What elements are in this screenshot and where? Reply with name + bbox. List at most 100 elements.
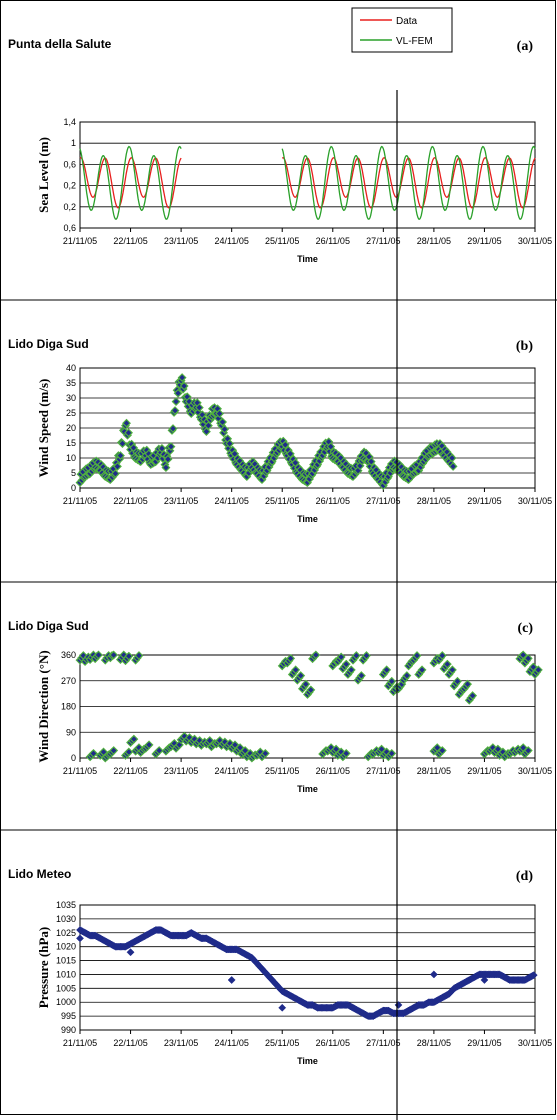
panel-title: Lido Diga Sud — [8, 337, 89, 351]
legend-box — [351, 7, 453, 53]
y-tick-label: 5 — [71, 468, 76, 478]
plot-frame — [79, 367, 536, 489]
data-point — [109, 650, 119, 660]
x-axis-label: Time — [297, 1056, 318, 1066]
x-tick-label: 22/11/05 — [113, 766, 147, 776]
x-tick-label: 21/11/05 — [63, 236, 97, 246]
x-tick-label: 23/11/05 — [164, 1038, 198, 1048]
data-point — [452, 676, 462, 686]
y-tick-label: 20 — [66, 423, 76, 433]
x-tick-label: 26/11/05 — [316, 1038, 350, 1048]
x-tick-label: 28/11/05 — [417, 1038, 451, 1048]
data-point — [412, 651, 422, 661]
x-tick-label: 26/11/05 — [316, 766, 350, 776]
series-line-vlfem — [281, 145, 536, 220]
y-axis-label: Pressure (hPa) — [36, 927, 51, 1008]
x-tick-label: 30/11/05 — [518, 1038, 552, 1048]
data-point — [387, 748, 397, 758]
outlier-point — [76, 934, 84, 943]
data-point — [173, 388, 183, 398]
data-point — [533, 665, 543, 675]
panel-label: (b) — [516, 339, 533, 354]
x-tick-label: 24/11/05 — [214, 496, 248, 506]
data-point — [382, 665, 392, 675]
y-tick-label: 1000 — [56, 997, 76, 1007]
x-tick-label: 23/11/05 — [164, 236, 198, 246]
x-tick-label: 27/11/05 — [366, 766, 400, 776]
x-axis-label: Time — [297, 514, 318, 524]
x-tick-label: 22/11/05 — [113, 496, 147, 506]
data-point — [144, 740, 154, 750]
x-tick-label: 27/11/05 — [366, 1038, 400, 1048]
x-tick-label: 24/11/05 — [214, 236, 248, 246]
data-point — [220, 424, 230, 434]
data-point — [203, 421, 213, 431]
x-tick-label: 30/11/05 — [518, 766, 552, 776]
data-point — [94, 650, 103, 660]
x-tick-label: 28/11/05 — [417, 496, 451, 506]
data-point — [463, 679, 473, 689]
x-tick-label: 26/11/05 — [316, 496, 350, 506]
y-tick-label: 0 — [71, 483, 76, 493]
chart-panel-a: Punta della Salute (a) 1,4 1 0,6 0,2 0,2 0,6 21/… — [8, 7, 552, 264]
outlier-point — [379, 1006, 388, 1015]
data-point — [306, 685, 316, 695]
x-axis-label: Time — [297, 784, 318, 794]
y-tick-label: 360 — [61, 650, 76, 660]
legend-entry: Data — [396, 16, 418, 27]
x-tick-label: 25/11/05 — [265, 236, 299, 246]
data-point — [437, 651, 447, 661]
data-point — [215, 409, 224, 419]
outlier-point — [278, 1003, 287, 1012]
data-point — [112, 461, 122, 471]
series-line-data — [281, 156, 536, 209]
y-tick-label: 15 — [66, 438, 76, 448]
data-point — [356, 671, 366, 681]
y-tick-label: 10 — [66, 453, 76, 463]
data-point — [366, 457, 376, 467]
data-point — [177, 373, 187, 383]
y-tick-label: 270 — [61, 676, 76, 686]
x-tick-label: 21/11/05 — [63, 1038, 97, 1048]
data-point — [296, 671, 306, 681]
data-point — [161, 463, 171, 473]
legend-entry: VL-FEM — [396, 36, 433, 47]
outlier-point — [227, 976, 236, 984]
panel-title: Lido Meteo — [8, 867, 71, 881]
x-axis-label: Time — [297, 254, 318, 264]
x-tick-label: 24/11/05 — [214, 766, 248, 776]
data-point — [168, 424, 178, 434]
y-tick-label: 1035 — [56, 900, 76, 910]
data-point — [124, 747, 134, 757]
legend: Data VL-FEM — [351, 7, 453, 53]
x-tick-label: 22/11/05 — [113, 236, 147, 246]
data-point — [437, 746, 447, 756]
data-point — [88, 748, 98, 758]
data-point — [260, 748, 270, 758]
x-tick-label: 24/11/05 — [214, 1038, 248, 1048]
data-point — [109, 746, 119, 756]
y-tick-label: 180 — [61, 702, 76, 712]
plot-frame — [79, 121, 536, 229]
x-tick-label: 25/11/05 — [265, 496, 299, 506]
x-tick-label: 28/11/05 — [417, 236, 451, 246]
data-point — [447, 453, 457, 463]
y-tick-label: 25 — [66, 408, 76, 418]
data-point — [518, 650, 528, 660]
data-point — [417, 665, 427, 675]
data-point — [166, 442, 176, 452]
data-point — [336, 652, 346, 662]
data-point — [442, 659, 452, 669]
x-tick-label: 27/11/05 — [366, 236, 400, 246]
x-tick-label: 22/11/05 — [113, 1038, 147, 1048]
x-tick-label: 23/11/05 — [164, 766, 198, 776]
y-tick-label: 0,6 — [63, 159, 76, 169]
x-tick-label: 28/11/05 — [417, 766, 451, 776]
data-point — [134, 651, 144, 661]
outlier-point — [429, 970, 438, 979]
outlier-point — [480, 976, 489, 984]
data-point — [124, 428, 133, 438]
x-tick-label: 21/11/05 — [63, 496, 97, 506]
data-point — [285, 449, 295, 459]
